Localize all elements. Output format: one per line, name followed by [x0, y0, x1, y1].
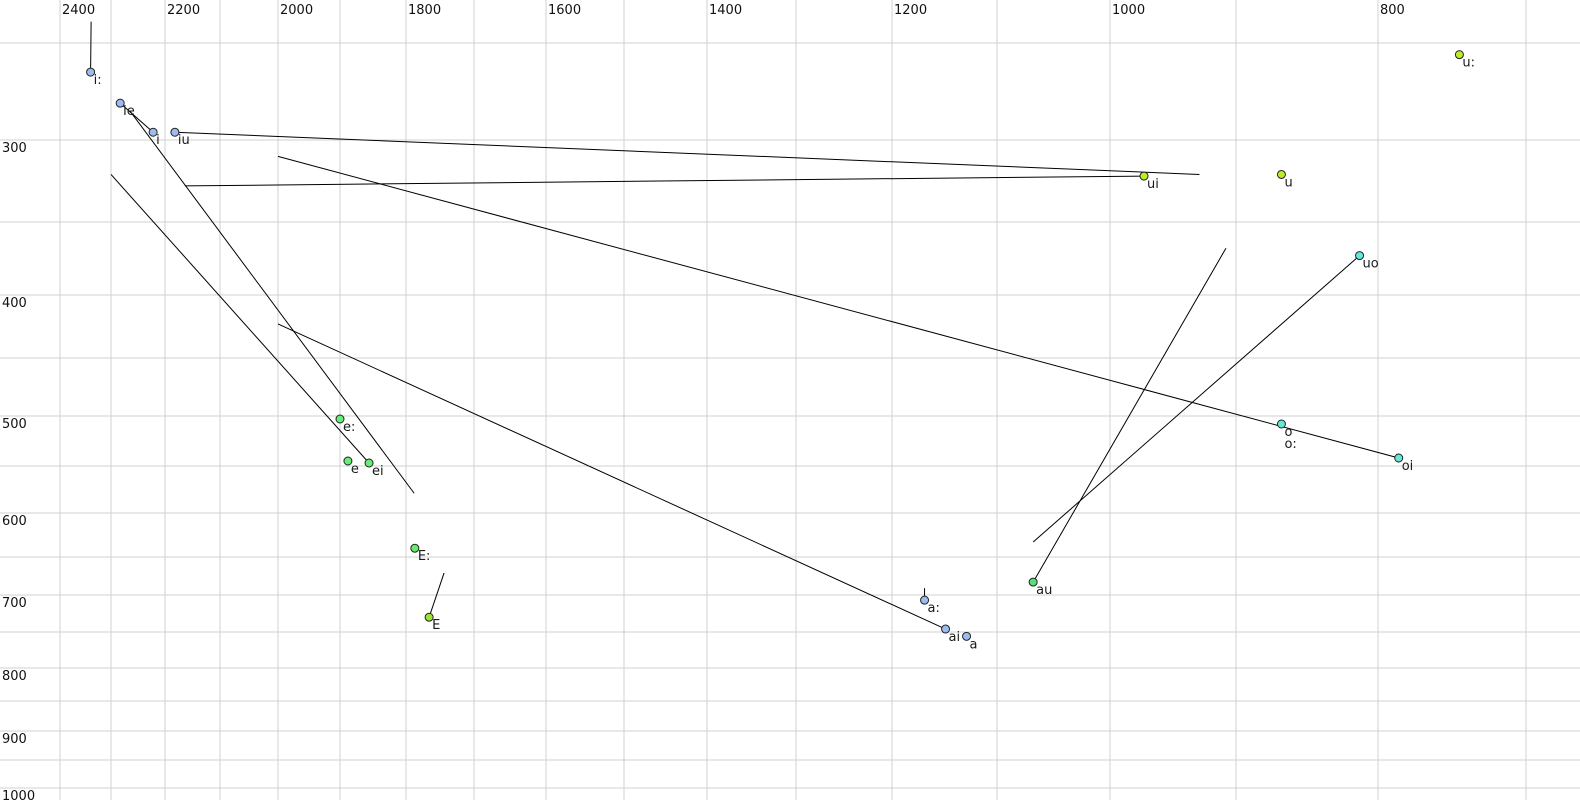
y-tick-label: 1000 — [2, 789, 35, 800]
point-label: oi — [1402, 459, 1414, 474]
data-points: i: ie i iu ui u u: uo oo: oi au a: ai a E: Ee: e ei — [86, 50, 1475, 652]
trajectory-line — [428, 572, 445, 618]
point-label: E: — [418, 549, 431, 564]
data-point — [424, 612, 434, 622]
trajectory-line — [174, 131, 1200, 175]
trajectory-line — [277, 155, 1399, 459]
point-label: au — [1036, 583, 1052, 598]
x-tick-label: 1000 — [1112, 3, 1145, 18]
trajectory-line — [129, 110, 415, 494]
point-label: u: — [1462, 56, 1475, 71]
trajectory-line — [110, 174, 370, 464]
tick-labels: 2400 2200 2000 1800 1600 1400 1200 1000 800 300 40… — [2, 3, 1405, 800]
point-label: e: — [343, 420, 355, 435]
x-tick-label: 800 — [1380, 3, 1405, 18]
data-point — [1394, 453, 1404, 463]
data-point — [115, 98, 125, 108]
trajectory-line — [1032, 248, 1227, 583]
x-tick-label: 2000 — [280, 3, 313, 18]
trajectory-line — [277, 323, 946, 630]
data-point — [410, 543, 420, 553]
point-label: E — [432, 618, 440, 633]
point-label: ui — [1147, 177, 1159, 192]
y-tick-label: 400 — [2, 296, 27, 311]
point-label: o: — [1284, 437, 1296, 452]
y-tick-label: 800 — [2, 669, 27, 684]
x-tick-label: 1400 — [709, 3, 742, 18]
data-point — [920, 595, 930, 605]
point-label: a — [970, 637, 978, 652]
point-label: u — [1284, 175, 1292, 190]
point-label: i — [156, 133, 160, 148]
point-label: iu — [178, 133, 190, 148]
x-tick-label: 1600 — [548, 3, 581, 18]
y-tick-label: 600 — [2, 514, 27, 529]
data-point — [1454, 50, 1464, 60]
x-tick-label: 1800 — [408, 3, 441, 18]
data-point — [962, 631, 972, 641]
data-point — [941, 624, 951, 634]
trajectory-line — [1032, 255, 1360, 543]
point-label: e — [351, 462, 359, 477]
data-point — [335, 414, 345, 424]
point-label: a: — [928, 601, 940, 616]
point-label: ei — [372, 464, 384, 479]
data-point — [148, 127, 158, 137]
trajectory-line — [119, 102, 154, 133]
point-label: ie — [123, 104, 135, 119]
point-label: i: — [94, 73, 102, 88]
y-tick-label: 700 — [2, 596, 27, 611]
point-label: ai — [949, 630, 961, 645]
data-point — [1139, 171, 1149, 181]
y-tick-label: 900 — [2, 732, 27, 747]
trajectory-lines — [90, 21, 1399, 630]
data-point — [1355, 251, 1365, 261]
data-point — [343, 456, 353, 466]
data-point — [364, 458, 374, 468]
data-point — [170, 127, 180, 137]
x-tick-label: 2200 — [167, 3, 200, 18]
x-tick-label: 1200 — [894, 3, 927, 18]
trajectory-line — [184, 175, 1145, 187]
point-label: uo — [1363, 257, 1379, 272]
x-tick-label: 2400 — [62, 3, 95, 18]
data-point — [1276, 169, 1286, 179]
data-point — [1276, 419, 1286, 429]
data-point — [1028, 577, 1038, 587]
y-tick-label: 300 — [2, 141, 27, 156]
y-tick-label: 500 — [2, 417, 27, 432]
point-label: o — [1284, 425, 1292, 440]
trajectory-line — [90, 21, 92, 73]
data-point — [86, 67, 96, 77]
